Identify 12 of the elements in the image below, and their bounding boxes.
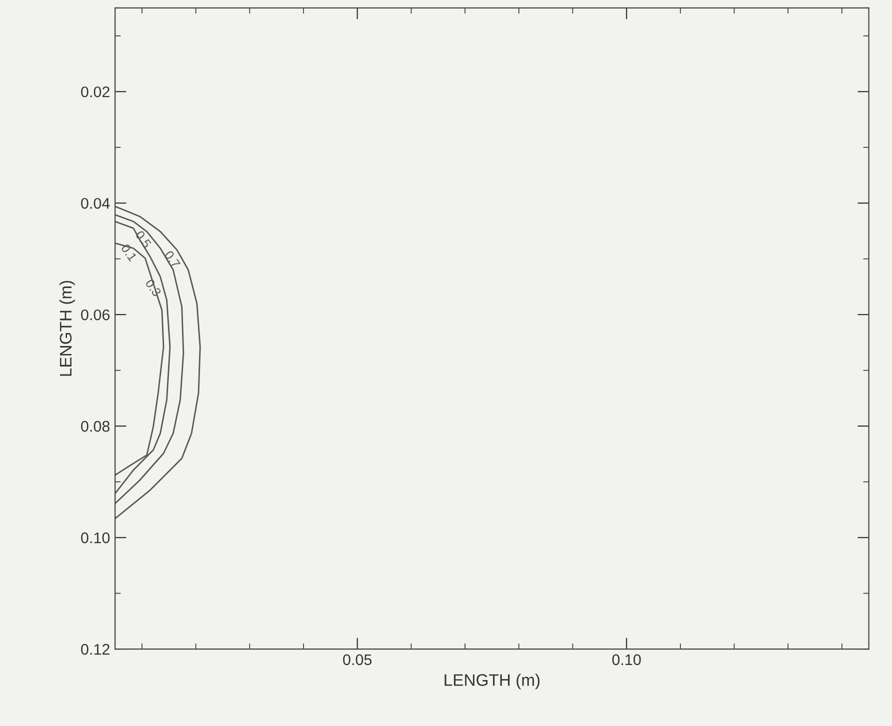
y-tick-label: 0.12 xyxy=(81,644,110,655)
y-tick-label: 0.08 xyxy=(81,420,110,432)
y-tick-label: 0.06 xyxy=(81,309,110,320)
x-tick-label: 0.05 xyxy=(343,654,372,666)
line-series xyxy=(115,206,201,520)
text: 0.7 xyxy=(164,250,181,268)
y-axis-title: LENGTH (m) xyxy=(59,280,75,376)
y-tick-label: 0.10 xyxy=(81,532,110,544)
y-tick-label: 0.04 xyxy=(81,198,110,209)
line-series xyxy=(115,214,184,504)
x-axis-title: LENGTH (m) xyxy=(444,674,540,690)
y-tick-label: 0.02 xyxy=(81,86,110,98)
